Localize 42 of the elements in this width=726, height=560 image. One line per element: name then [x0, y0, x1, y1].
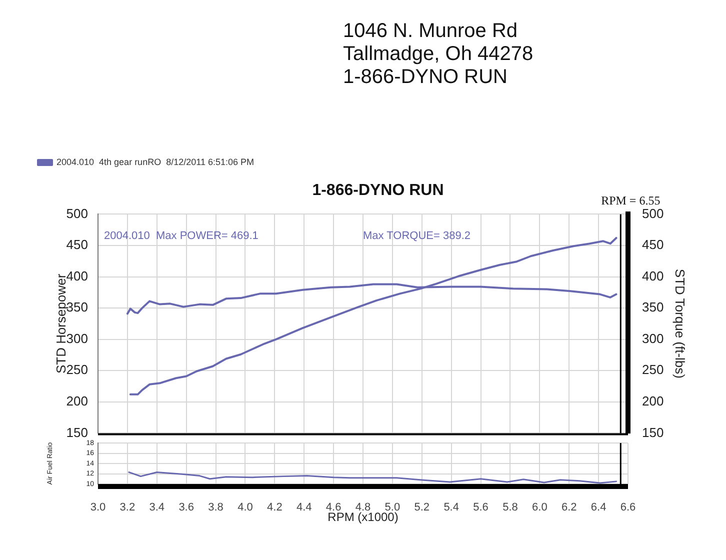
y2-tick-label: 450 [642, 237, 664, 252]
text: 1-866-DYNO RUN [343, 66, 508, 89]
x-tick-label: 3.8 [208, 502, 224, 514]
x-tick-label: 3.6 [178, 502, 194, 514]
y2-tick-label: 350 [642, 300, 664, 315]
text: 1046 N. Munroe Rd [343, 20, 519, 43]
y-tick-label: 350 [66, 300, 88, 315]
x-tick-label: 5.2 [414, 502, 430, 514]
ref-line-label: RPM = 6.55 [601, 193, 660, 208]
y-tick-label: 400 [66, 268, 88, 284]
y-axis-title: STD Horsepower [53, 273, 68, 374]
y-tick-label: 200 [66, 393, 88, 408]
x-tick-label: 6.2 [561, 502, 577, 514]
x-tick-label: 3.0 [90, 502, 106, 514]
y2-tick-label: 400 [642, 268, 664, 284]
legend-label: 2004.010 4th gear runRO 8/12/2011 6:51:06 PM [56, 156, 254, 167]
y2-axis-title: STD Torque (ft-lbs) [672, 268, 688, 378]
x-tick-label: 5.4 [444, 502, 459, 514]
y2-tick-label: 500 [642, 206, 664, 221]
y-tick-label: 300 [66, 330, 88, 346]
x-tick-label: 6.0 [532, 502, 548, 514]
x-tick-label: 4.2 [267, 502, 282, 514]
x-tick-label: 3.2 [120, 502, 136, 514]
y-tick-label: 250 [66, 362, 88, 378]
annotation: 2004.010 Max POWER= 469.1 [104, 230, 258, 242]
y-tick-label: 450 [66, 237, 88, 252]
x-tick-label: 6.4 [590, 502, 606, 514]
x-tick-label: 4.4 [296, 502, 312, 514]
chart-title: 1-866-DYNO RUN [312, 182, 444, 200]
x-tick-label: 4.0 [238, 502, 253, 514]
y2-tick-label: 200 [642, 393, 664, 408]
y-tick-label: 150 [66, 424, 88, 440]
y2-tick-label: 250 [642, 362, 664, 378]
text: Tallmadge, Oh 44278 [343, 43, 534, 66]
y2-tick-label: 150 [642, 424, 664, 440]
x-tick-label: 6.6 [620, 502, 636, 514]
x-tick-label: 5.8 [502, 502, 518, 514]
annotation: Max TORQUE= 389.2 [363, 230, 471, 242]
x-tick-label: 5.6 [473, 502, 488, 514]
y2-tick-label: 300 [642, 330, 664, 346]
x-tick-label: 3.4 [149, 502, 165, 514]
y-tick-label: 500 [66, 206, 88, 221]
